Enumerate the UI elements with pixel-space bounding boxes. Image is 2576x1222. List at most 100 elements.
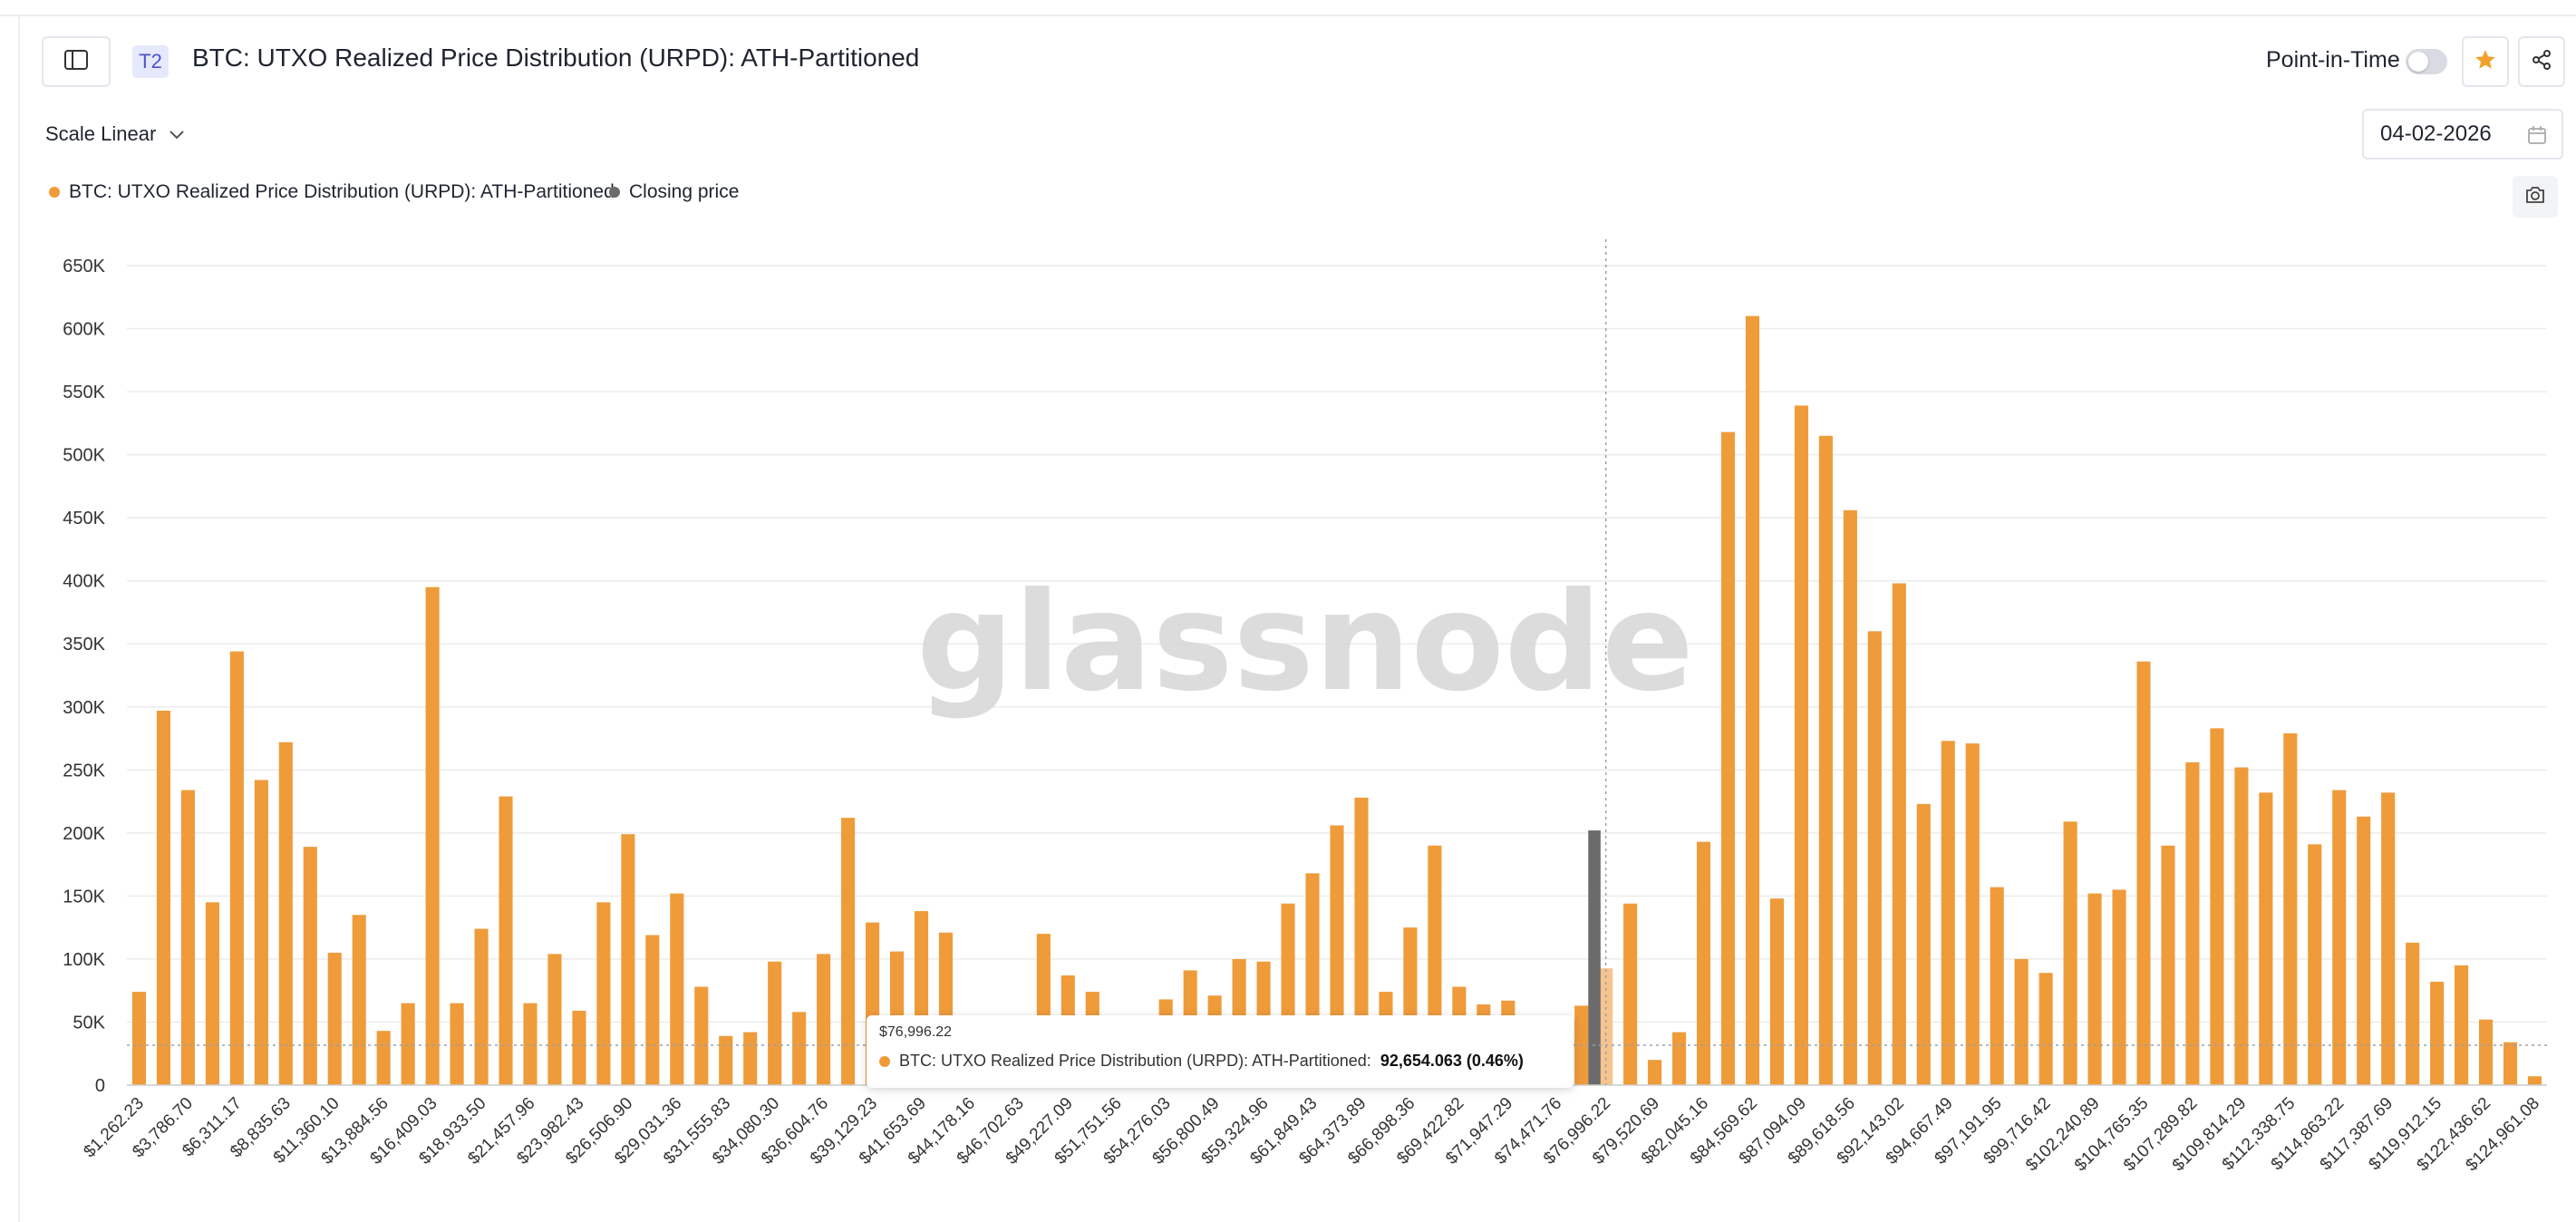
date-value: 04-02-2026 xyxy=(2380,121,2492,146)
urpd-bar[interactable] xyxy=(1769,898,1785,1085)
share-icon xyxy=(2531,49,2552,75)
urpd-bar[interactable] xyxy=(547,954,562,1085)
urpd-bar[interactable] xyxy=(2063,821,2077,1085)
y-tick-label: 400K xyxy=(63,572,105,592)
urpd-bar[interactable] xyxy=(792,1012,807,1085)
urpd-bar[interactable] xyxy=(156,710,171,1085)
urpd-bar[interactable] xyxy=(474,928,489,1085)
urpd-bar[interactable] xyxy=(1745,315,1760,1086)
urpd-bar[interactable] xyxy=(2283,732,2298,1085)
urpd-bar[interactable] xyxy=(1892,583,1906,1085)
urpd-bar[interactable] xyxy=(2185,761,2200,1085)
urpd-bar[interactable] xyxy=(2161,845,2175,1085)
urpd-bar[interactable] xyxy=(205,902,219,1085)
urpd-bar[interactable] xyxy=(1794,405,1808,1086)
tooltip-title: $76,996.22 xyxy=(879,1024,953,1040)
favorite-button[interactable] xyxy=(2462,36,2509,87)
urpd-bar[interactable] xyxy=(499,796,513,1085)
urpd-bar[interactable] xyxy=(2087,893,2102,1085)
urpd-bar[interactable] xyxy=(2357,816,2371,1085)
legend-label-urpd: BTC: UTXO Realized Price Distribution (U… xyxy=(69,181,615,202)
urpd-bar[interactable] xyxy=(2112,889,2126,1085)
urpd-bar[interactable] xyxy=(327,952,342,1085)
y-tick-label: 350K xyxy=(63,635,105,655)
urpd-bar[interactable] xyxy=(401,1003,415,1085)
urpd-bar[interactable] xyxy=(2527,1076,2542,1085)
urpd-bar[interactable] xyxy=(523,1003,537,1085)
y-tick-label: 100K xyxy=(63,950,105,970)
camera-icon xyxy=(2524,186,2546,209)
urpd-bar[interactable] xyxy=(694,986,709,1085)
legend-item-closing-price[interactable]: Closing price xyxy=(609,179,739,205)
urpd-bar[interactable] xyxy=(2259,792,2273,1085)
urpd-bar[interactable] xyxy=(596,902,611,1085)
urpd-bar[interactable] xyxy=(719,1035,733,1085)
urpd-bar[interactable] xyxy=(1623,903,1638,1085)
scale-select[interactable]: Scale Linear xyxy=(45,116,185,152)
toggle-sidebar-button[interactable] xyxy=(42,36,111,87)
urpd-bar[interactable] xyxy=(2479,1019,2494,1085)
urpd-bar[interactable] xyxy=(352,915,366,1085)
urpd-bar[interactable] xyxy=(621,834,635,1085)
urpd-bar[interactable] xyxy=(450,1003,464,1085)
y-tick-label: 600K xyxy=(63,320,105,340)
legend-dot-urpd xyxy=(49,187,60,198)
share-button[interactable] xyxy=(2518,36,2565,87)
urpd-bar[interactable] xyxy=(2039,973,2053,1085)
urpd-bar[interactable] xyxy=(254,780,268,1085)
urpd-bar[interactable] xyxy=(180,790,195,1085)
urpd-bar[interactable] xyxy=(1648,1060,1662,1085)
urpd-bar[interactable] xyxy=(2014,958,2029,1085)
urpd-bar[interactable] xyxy=(229,651,244,1085)
urpd-bar[interactable] xyxy=(2406,942,2420,1085)
urpd-bar[interactable] xyxy=(2332,790,2347,1085)
urpd-bar[interactable] xyxy=(1720,432,1736,1085)
tooltip-value: 92,654.063 (0.46%) xyxy=(1380,1052,1524,1070)
y-tick-label: 200K xyxy=(63,824,105,844)
urpd-bar[interactable] xyxy=(1916,803,1931,1085)
screenshot-button[interactable] xyxy=(2513,176,2558,218)
urpd-bar[interactable] xyxy=(817,954,831,1085)
urpd-bar[interactable] xyxy=(278,742,293,1085)
urpd-bar[interactable] xyxy=(645,935,660,1085)
urpd-bar[interactable] xyxy=(2455,965,2469,1085)
urpd-bar[interactable] xyxy=(1696,841,1711,1085)
urpd-bar[interactable] xyxy=(572,1010,586,1085)
urpd-bar[interactable] xyxy=(2430,981,2445,1085)
urpd-bar[interactable] xyxy=(841,818,856,1085)
page-title: BTC: UTXO Realized Price Distribution (U… xyxy=(192,44,920,72)
urpd-bar[interactable] xyxy=(1867,631,1882,1085)
calendar-icon xyxy=(2527,125,2547,151)
urpd-bar[interactable] xyxy=(2308,844,2322,1085)
closing-price-bar[interactable] xyxy=(1588,830,1601,1085)
date-field[interactable]: 04-02-2026 xyxy=(2362,109,2563,160)
urpd-bar[interactable] xyxy=(743,1032,758,1085)
urpd-bar[interactable] xyxy=(1941,741,1955,1085)
left-border xyxy=(18,16,20,1222)
urpd-bar[interactable] xyxy=(670,893,684,1085)
legend-item-urpd[interactable]: BTC: UTXO Realized Price Distribution (U… xyxy=(49,179,615,205)
urpd-bar[interactable] xyxy=(1672,1032,1687,1085)
urpd-bar[interactable] xyxy=(2210,728,2224,1085)
toggle-knob xyxy=(2408,52,2428,72)
y-tick-label: 650K xyxy=(63,257,105,276)
urpd-bar[interactable] xyxy=(1818,435,1833,1085)
urpd-bar[interactable] xyxy=(2136,661,2151,1085)
y-tick-label: 250K xyxy=(63,761,105,781)
point-in-time-toggle[interactable] xyxy=(2406,49,2447,74)
urpd-bar[interactable] xyxy=(1354,797,1369,1085)
tier-badge: T2 xyxy=(132,45,169,78)
urpd-bar[interactable] xyxy=(1990,887,2004,1085)
urpd-bar[interactable] xyxy=(131,992,147,1085)
urpd-bar[interactable] xyxy=(376,1031,391,1085)
legend-label-closing-price: Closing price xyxy=(629,181,740,202)
scale-label: Scale Linear xyxy=(45,122,157,145)
urpd-bar[interactable] xyxy=(768,961,782,1085)
urpd-bar[interactable] xyxy=(425,587,440,1085)
urpd-bar[interactable] xyxy=(303,847,317,1085)
urpd-bar[interactable] xyxy=(2234,767,2249,1085)
urpd-bar[interactable] xyxy=(1965,743,1980,1085)
urpd-bar[interactable] xyxy=(2503,1042,2518,1085)
urpd-bar[interactable] xyxy=(1843,509,1857,1085)
urpd-bar[interactable] xyxy=(2381,792,2396,1085)
